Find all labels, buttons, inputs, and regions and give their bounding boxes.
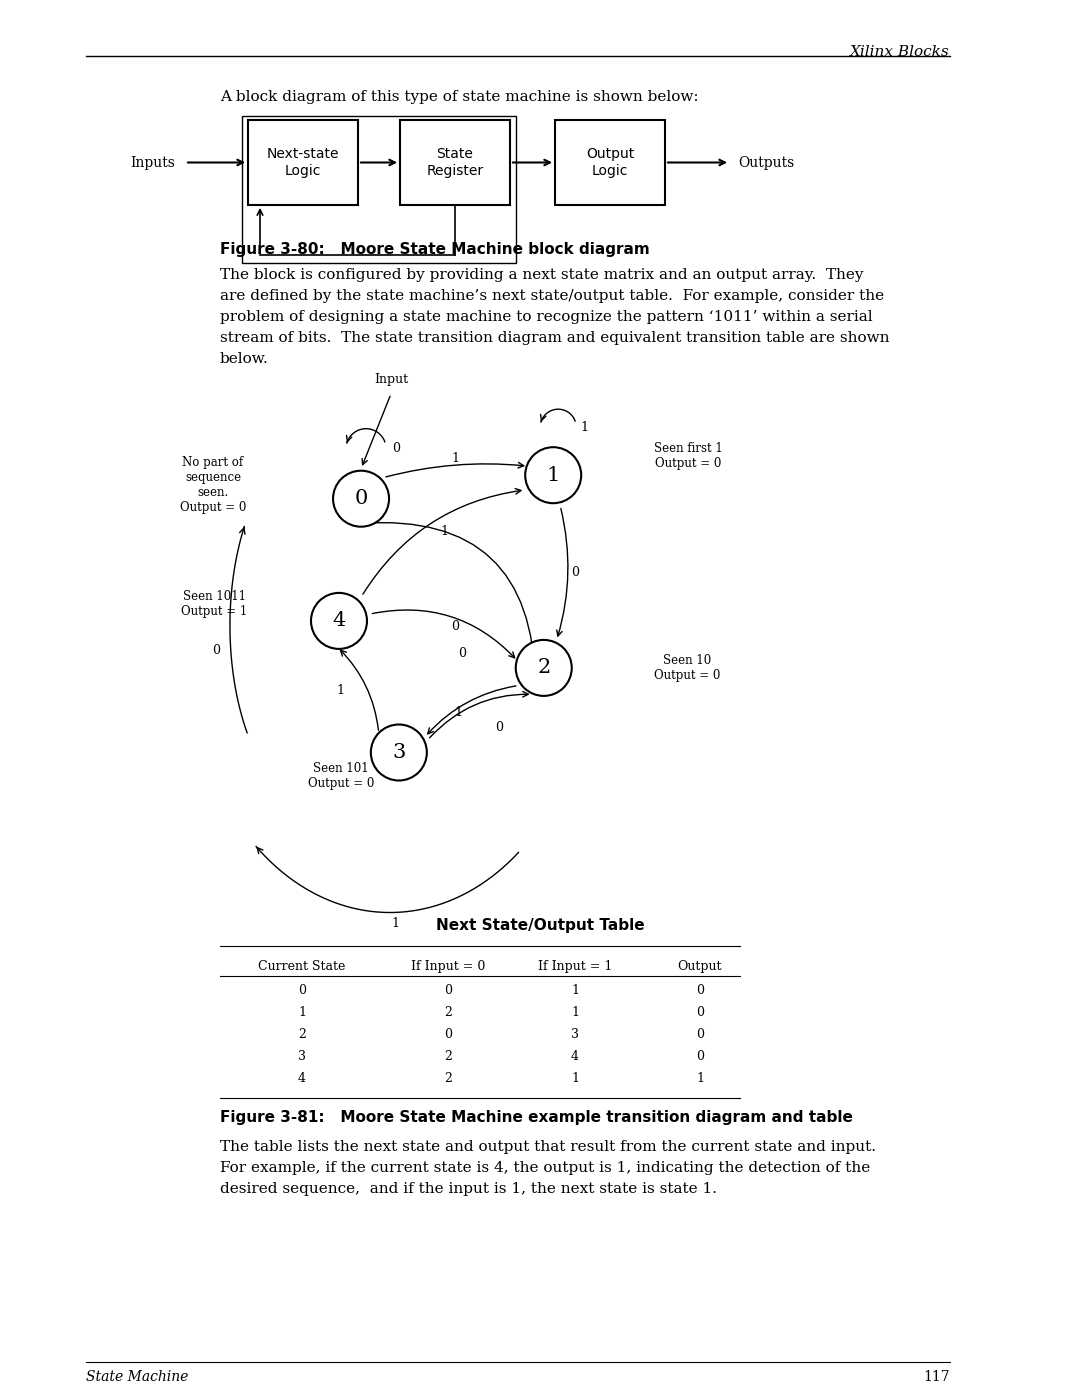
Text: 0: 0	[298, 983, 306, 997]
Text: Seen 1011
Output = 1: Seen 1011 Output = 1	[181, 591, 247, 619]
Text: below.: below.	[220, 352, 269, 366]
Text: stream of bits.  The state transition diagram and equivalent transition table ar: stream of bits. The state transition dia…	[220, 331, 890, 345]
Text: 1: 1	[451, 453, 460, 465]
Text: For example, if the current state is 4, the output is 1, indicating the detectio: For example, if the current state is 4, …	[220, 1161, 870, 1175]
Bar	[242, 116, 516, 263]
Circle shape	[311, 592, 367, 648]
Text: 0: 0	[458, 647, 465, 659]
Text: Next-state
Logic: Next-state Logic	[267, 148, 339, 177]
Text: 1: 1	[571, 983, 579, 997]
Text: 0: 0	[571, 566, 579, 580]
Text: 0: 0	[696, 1028, 704, 1041]
Text: 1: 1	[546, 465, 559, 485]
Text: Output: Output	[678, 960, 723, 972]
Text: 2: 2	[298, 1028, 306, 1041]
Text: 3: 3	[571, 1028, 579, 1041]
Text: Input: Input	[374, 373, 408, 386]
Text: If Input = 1: If Input = 1	[538, 960, 612, 972]
Text: 0: 0	[495, 721, 503, 733]
Text: are defined by the state machine’s next state/output table.  For example, consid: are defined by the state machine’s next …	[220, 289, 885, 303]
Text: 2: 2	[444, 1006, 451, 1018]
Text: 0: 0	[696, 983, 704, 997]
Text: If Input = 0: If Input = 0	[410, 960, 485, 972]
Text: State
Register: State Register	[427, 148, 484, 177]
Text: 0: 0	[444, 1028, 453, 1041]
Bar	[555, 120, 665, 205]
Text: Current State: Current State	[258, 960, 346, 972]
Text: 1: 1	[696, 1071, 704, 1085]
Text: 1: 1	[441, 525, 448, 538]
Text: problem of designing a state machine to recognize the pattern ‘1011’ within a se: problem of designing a state machine to …	[220, 310, 873, 324]
Text: 1: 1	[580, 420, 589, 433]
Bar	[248, 120, 357, 205]
Text: A block diagram of this type of state machine is shown below:: A block diagram of this type of state ma…	[220, 89, 699, 103]
Text: 0: 0	[392, 443, 400, 455]
Text: 3: 3	[298, 1051, 306, 1063]
Text: The block is configured by providing a next state matrix and an output array.  T: The block is configured by providing a n…	[220, 268, 864, 282]
Text: Outputs: Outputs	[738, 155, 794, 169]
Text: 4: 4	[571, 1051, 579, 1063]
Text: 0: 0	[444, 983, 453, 997]
Text: 1: 1	[298, 1006, 306, 1018]
Text: 4: 4	[298, 1071, 306, 1085]
Text: 0: 0	[354, 489, 367, 509]
Circle shape	[333, 471, 389, 527]
Text: 0: 0	[212, 644, 220, 657]
Text: 2: 2	[444, 1051, 451, 1063]
Circle shape	[525, 447, 581, 503]
Text: desired sequence,  and if the input is 1, the next state is state 1.: desired sequence, and if the input is 1,…	[220, 1182, 717, 1196]
Circle shape	[370, 725, 427, 781]
Text: 1: 1	[571, 1006, 579, 1018]
Text: 117: 117	[923, 1370, 950, 1384]
Text: Output
Logic: Output Logic	[585, 148, 634, 177]
Text: State Machine: State Machine	[86, 1370, 188, 1384]
Text: 2: 2	[444, 1071, 451, 1085]
Text: 1: 1	[571, 1071, 579, 1085]
Text: 0: 0	[696, 1006, 704, 1018]
Text: Inputs: Inputs	[130, 155, 175, 169]
Text: The table lists the next state and output that result from the current state and: The table lists the next state and outpu…	[220, 1140, 876, 1154]
Text: Seen 101
Output = 0: Seen 101 Output = 0	[308, 761, 374, 789]
Text: 1: 1	[391, 918, 400, 930]
Text: 3: 3	[392, 743, 405, 761]
Text: 4: 4	[333, 612, 346, 630]
Text: No part of
sequence
seen.
Output = 0: No part of sequence seen. Output = 0	[179, 455, 246, 514]
Text: 0: 0	[696, 1051, 704, 1063]
Text: Figure 3-81:   Moore State Machine example transition diagram and table: Figure 3-81: Moore State Machine example…	[220, 1111, 853, 1125]
Text: 1: 1	[455, 707, 462, 719]
Text: 1: 1	[336, 685, 345, 697]
Text: Seen first 1
Output = 0: Seen first 1 Output = 0	[654, 443, 723, 471]
Text: 2: 2	[537, 658, 551, 678]
Text: 0: 0	[450, 620, 459, 633]
Bar	[400, 120, 510, 205]
Text: Xilinx Blocks: Xilinx Blocks	[850, 45, 950, 59]
Circle shape	[516, 640, 571, 696]
Text: Next State/Output Table: Next State/Output Table	[435, 918, 645, 933]
Text: Figure 3-80:   Moore State Machine block diagram: Figure 3-80: Moore State Machine block d…	[220, 242, 650, 257]
Text: Seen 10
Output = 0: Seen 10 Output = 0	[654, 654, 720, 682]
